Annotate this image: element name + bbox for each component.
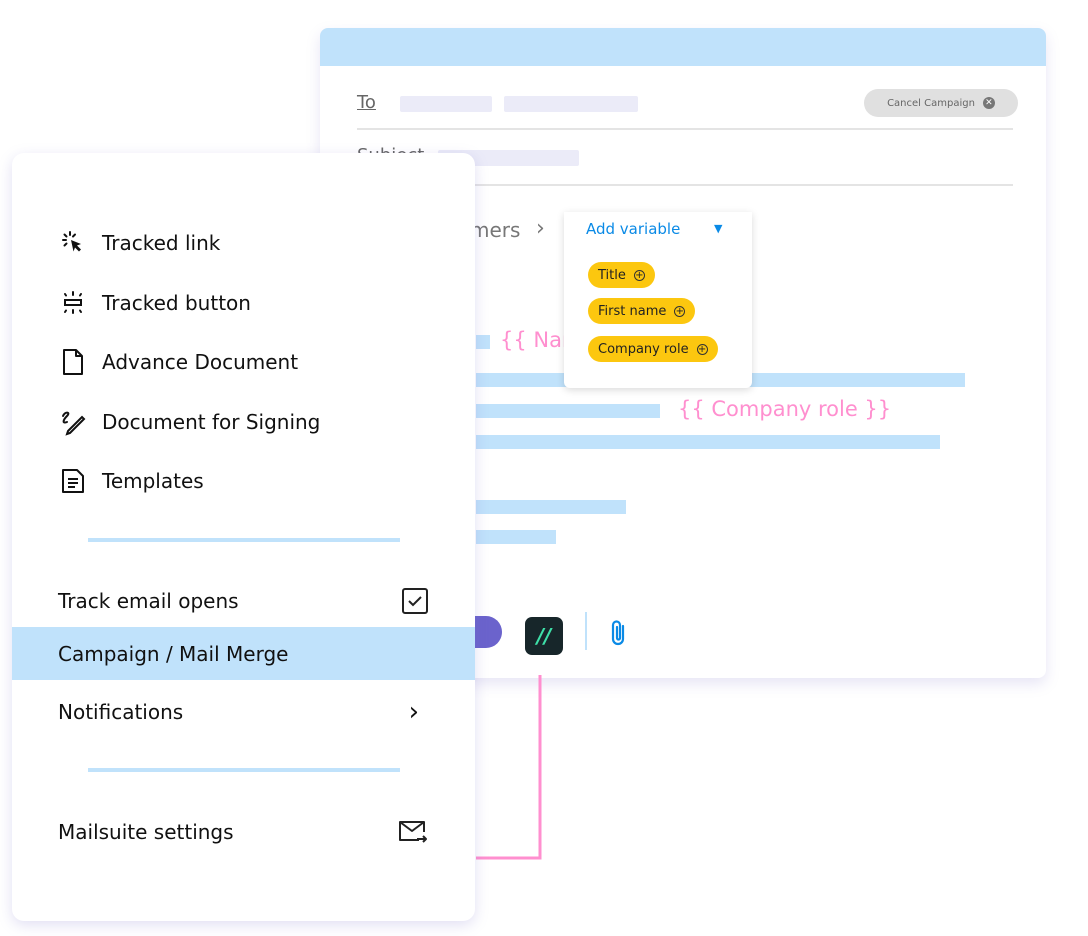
to-label[interactable]: To xyxy=(357,92,376,113)
close-icon: ✕ xyxy=(982,97,995,109)
cancel-campaign-button[interactable]: Cancel Campaign ✕ xyxy=(864,89,1018,117)
text-line xyxy=(476,500,626,514)
document-icon xyxy=(63,349,83,375)
menu-item-tracked-link[interactable]: Tracked link xyxy=(58,228,220,258)
caret-down-icon[interactable]: ▼ xyxy=(714,222,723,235)
name-variable: {{ Nar xyxy=(500,328,571,352)
text-line xyxy=(476,435,940,449)
send-button[interactable] xyxy=(470,616,502,648)
breadcrumb: mers xyxy=(470,218,521,242)
variable-chip-title[interactable]: Title + xyxy=(588,262,655,288)
add-variable-label[interactable]: Add variable xyxy=(586,220,681,238)
variable-chip-company-role[interactable]: Company role + xyxy=(588,336,718,362)
connector-line xyxy=(476,675,542,860)
compose-header xyxy=(320,28,1046,66)
paperclip-icon[interactable] xyxy=(608,618,630,648)
mailsuite-menu: Tracked link Tracked button Advance Docu… xyxy=(12,153,475,921)
text-line xyxy=(476,530,556,544)
add-variable-dropdown: Add variable ▼ Title + First name + Compan… xyxy=(564,212,752,388)
toolbar-separator xyxy=(585,612,587,650)
recipient-placeholder xyxy=(400,96,492,112)
menu-item-notifications[interactable]: Notifications › xyxy=(12,685,475,738)
chevron-right-icon: › xyxy=(536,216,545,241)
menu-divider xyxy=(88,768,400,772)
mailsuite-logo-icon[interactable]: // xyxy=(525,617,563,655)
menu-divider xyxy=(88,538,400,542)
plus-icon: + xyxy=(674,305,686,317)
menu-item-templates[interactable]: Templates xyxy=(58,466,204,496)
menu-item-document-for-signing[interactable]: Document for Signing xyxy=(58,407,320,437)
menu-item-mailsuite-settings[interactable]: Mailsuite settings xyxy=(12,805,475,858)
divider xyxy=(357,184,1013,186)
signature-icon xyxy=(62,411,86,436)
recipient-placeholder xyxy=(504,96,638,112)
mail-settings-icon xyxy=(399,820,427,843)
text-line xyxy=(476,404,660,418)
chevron-right-icon: › xyxy=(408,696,419,727)
menu-item-track-email-opens[interactable]: Track email opens xyxy=(12,574,475,627)
cursor-click-icon xyxy=(62,231,81,252)
plus-icon: + xyxy=(696,343,708,355)
menu-item-campaign-mail-merge[interactable]: Campaign / Mail Merge xyxy=(12,627,475,680)
template-icon xyxy=(62,469,84,493)
plus-icon: + xyxy=(633,269,645,281)
tracked-button-icon xyxy=(64,291,82,314)
checkbox-checked-icon[interactable] xyxy=(401,587,429,615)
variable-chip-first-name[interactable]: First name + xyxy=(588,298,696,324)
divider xyxy=(357,128,1013,130)
text-line xyxy=(476,335,490,349)
company-role-variable: {{ Company role }} xyxy=(678,397,892,421)
menu-item-tracked-button[interactable]: Tracked button xyxy=(58,288,251,318)
menu-item-advance-document[interactable]: Advance Document xyxy=(58,347,298,377)
